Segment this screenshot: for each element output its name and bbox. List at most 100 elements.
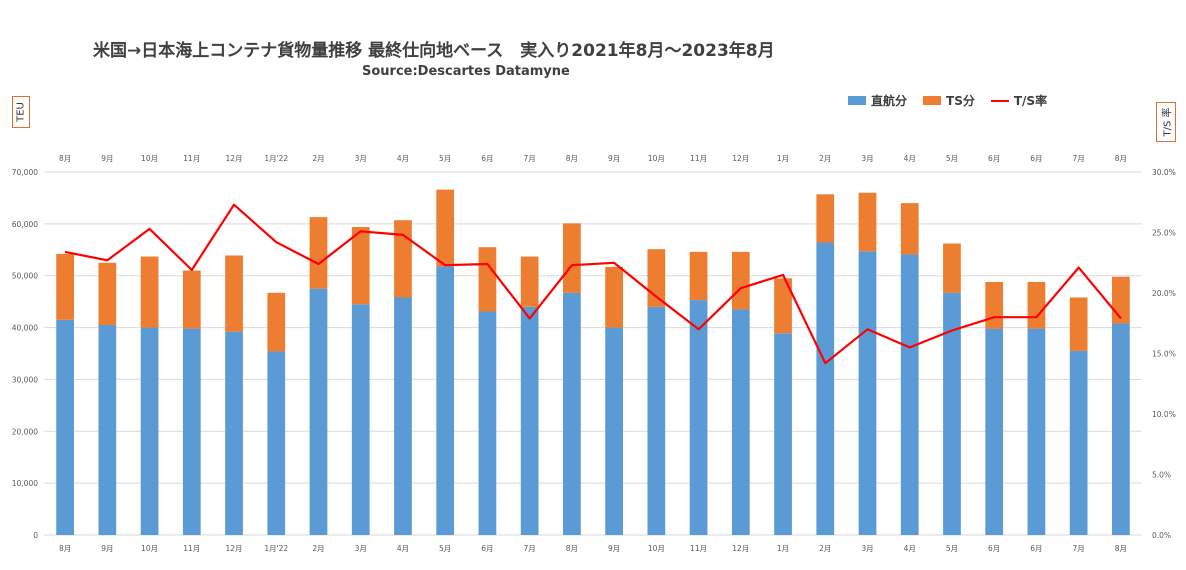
y-left-tick-label: 20,000 [12, 427, 38, 436]
bar-ts [140, 256, 159, 328]
x-tick-label-bottom: 3月 [861, 544, 873, 553]
legend-swatch-direct [848, 96, 866, 105]
bar-direct [816, 242, 835, 536]
y-right-tick-label: 15.0% [1152, 350, 1176, 359]
x-tick-label-top: 6月 [481, 154, 493, 163]
bar-ts [182, 270, 201, 329]
x-tick-label-top: 1月'22 [264, 154, 288, 163]
bar-ts [816, 194, 835, 243]
y-right-tick-label: 25.0% [1152, 229, 1176, 238]
bar-ts [943, 243, 961, 293]
legend-swatch-rate [990, 99, 1009, 102]
x-tick-label-top: 4月 [397, 154, 409, 163]
x-tick-label-top: 2月 [819, 154, 831, 163]
bar-direct [225, 331, 243, 535]
y-right-tick-label: 10.0% [1152, 410, 1176, 419]
bar-ts [647, 249, 666, 307]
bar-ts [225, 255, 243, 332]
x-tick-label-bottom: 4月 [397, 544, 409, 553]
bar-direct [478, 311, 497, 535]
y-left-tick-label: 10,000 [12, 479, 38, 488]
bar-direct [267, 351, 286, 535]
bar-ts [900, 203, 919, 255]
x-tick-label-top: 5月 [946, 154, 958, 163]
legend-label-direct: 直航分 [871, 94, 908, 108]
bar-ts [436, 189, 455, 267]
bar-direct [985, 328, 1004, 535]
x-tick-label-bottom: 10月 [648, 544, 665, 553]
bar-direct [647, 306, 666, 535]
x-tick-label-bottom: 1月 [777, 544, 789, 553]
chart-legend: 直航分 TS分 T/S率 [848, 92, 1063, 109]
x-tick-label-bottom: 7月 [524, 544, 536, 553]
y-left-tick-label: 60,000 [12, 220, 38, 229]
y-right-tick-label: 20.0% [1152, 289, 1176, 298]
x-tick-label-top: 10月 [648, 154, 665, 163]
y-right-tick-label: 0.0% [1152, 531, 1171, 540]
x-tick-label-bottom: 3月 [355, 544, 367, 553]
y-left-tick-label: 0 [33, 531, 38, 540]
bar-ts [774, 278, 792, 334]
bar-direct [563, 292, 581, 535]
y-right-tick-label: 5.0% [1152, 471, 1171, 480]
x-tick-label-top: 9月 [608, 154, 620, 163]
bar-direct [1027, 328, 1046, 535]
bar-direct [943, 292, 961, 535]
bar-ts [309, 217, 328, 289]
x-tick-label-top: 8月 [59, 154, 71, 163]
bar-direct [1069, 350, 1088, 535]
bar-ts [985, 281, 1004, 329]
right-axis-unit-box: T/S 率 [1156, 102, 1176, 142]
bar-ts [478, 247, 497, 312]
bar-direct [140, 327, 159, 535]
series-line-ts-rate [64, 203, 1122, 365]
x-tick-label-top: 4月 [904, 154, 916, 163]
left-axis-unit-box: TEU [12, 96, 30, 128]
x-tick-label-top: 6月 [1030, 154, 1042, 163]
x-tick-label-bottom: 12月 [226, 544, 243, 553]
y-left-tick-label: 30,000 [12, 375, 38, 384]
x-tick-label-top: 6月 [988, 154, 1000, 163]
x-tick-label-top: 8月 [1115, 154, 1127, 163]
legend-item-rate: T/S率 [990, 92, 1047, 109]
x-tick-label-bottom: 6月 [481, 544, 493, 553]
x-tick-label-bottom: 9月 [608, 544, 620, 553]
x-tick-label-top: 1月 [777, 154, 789, 163]
x-tick-label-bottom: 8月 [1115, 544, 1127, 553]
bar-direct [774, 333, 792, 535]
bar-direct [182, 328, 201, 535]
x-tick-label-top: 5月 [439, 154, 451, 163]
x-tick-label-top: 3月 [355, 154, 367, 163]
bar-direct [98, 324, 117, 535]
legend-label-ts: TS分 [946, 94, 975, 108]
x-tick-label-bottom: 11月 [183, 544, 200, 553]
x-tick-label-top: 12月 [732, 154, 749, 163]
y-right-tick-label: 30.0% [1152, 168, 1176, 177]
x-tick-label-top: 9月 [101, 154, 113, 163]
bar-direct [394, 297, 412, 535]
bar-ts [1027, 281, 1046, 329]
bar-direct [520, 306, 539, 535]
x-tick-label-bottom: 6月 [1030, 544, 1042, 553]
x-tick-label-bottom: 10月 [141, 544, 158, 553]
x-tick-label-top: 3月 [861, 154, 873, 163]
x-tick-label-bottom: 8月 [566, 544, 578, 553]
bar-ts [563, 223, 581, 293]
x-tick-label-bottom: 2月 [819, 544, 831, 553]
x-tick-label-top: 10月 [141, 154, 158, 163]
x-tick-label-top: 7月 [1073, 154, 1085, 163]
y-left-tick-label: 70,000 [12, 168, 38, 177]
bar-ts [605, 266, 623, 328]
bar-direct [1112, 323, 1130, 535]
x-tick-label-top: 11月 [183, 154, 200, 163]
bar-ts [98, 262, 117, 325]
bar-direct [689, 300, 708, 535]
x-tick-label-bottom: 7月 [1073, 544, 1085, 553]
bar-direct [309, 288, 328, 535]
x-tick-label-bottom: 9月 [101, 544, 113, 553]
bar-ts [731, 251, 750, 310]
chart-subtitle: Source:Descartes Datamyne [362, 64, 570, 79]
bar-ts [56, 253, 74, 320]
y-left-tick-label: 50,000 [12, 272, 38, 281]
x-tick-label-bottom: 1月'22 [264, 544, 288, 553]
